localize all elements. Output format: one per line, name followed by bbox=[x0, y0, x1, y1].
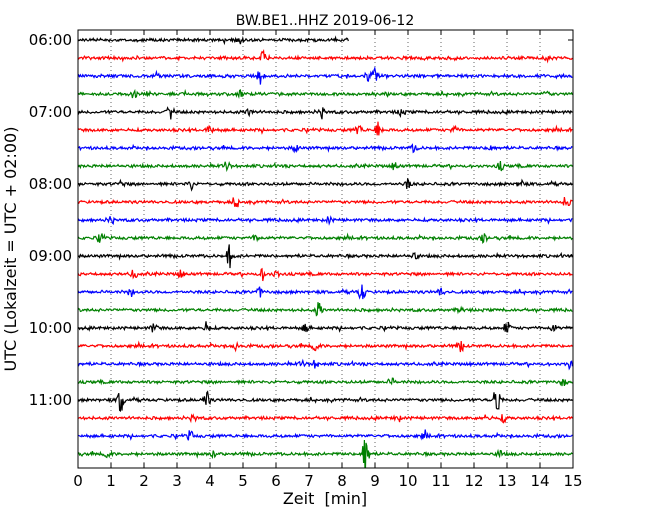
seismic-trace-0630 bbox=[78, 66, 573, 85]
x-tick-label: 14 bbox=[530, 472, 549, 490]
seismic-trace-0900 bbox=[78, 244, 573, 269]
x-tick-label: 6 bbox=[271, 472, 281, 490]
axis-layer: 0 1 2 3 4 5 6 7 8 9 10 11 12 13 14 1506:0007:0008:0009:… bbox=[29, 30, 583, 490]
y-axis-label: UTC (Lokalzeit = UTC + 02:00) bbox=[1, 127, 20, 372]
x-axis-label: Zeit [min] bbox=[283, 489, 367, 508]
seismic-trace-1000 bbox=[78, 321, 573, 333]
seismic-trace-0645 bbox=[78, 88, 573, 99]
x-tick-label: 13 bbox=[497, 472, 516, 490]
seismic-trace-1030 bbox=[78, 358, 573, 371]
seismic-trace-0715 bbox=[78, 121, 573, 136]
seismic-trace-0745 bbox=[78, 160, 573, 173]
seismic-trace-0615 bbox=[78, 48, 573, 64]
y-tick-label: 10:00 bbox=[29, 319, 72, 337]
seismic-trace-0830 bbox=[78, 215, 573, 226]
x-tick-label: 9 bbox=[370, 472, 380, 490]
seismic-trace-0600 bbox=[78, 35, 349, 46]
seismic-trace-0700 bbox=[78, 106, 573, 120]
seismic-trace-1145 bbox=[78, 439, 573, 468]
y-tick-label: 08:00 bbox=[29, 175, 72, 193]
x-tick-label: 10 bbox=[398, 472, 417, 490]
y-tick-label: 06:00 bbox=[29, 31, 72, 49]
x-tick-label: 11 bbox=[431, 472, 450, 490]
chart-title: BW.BE1..HHZ 2019-06-12 bbox=[236, 13, 415, 29]
y-tick-label: 11:00 bbox=[29, 391, 72, 409]
x-tick-label: 4 bbox=[205, 472, 215, 490]
seismic-trace-0730 bbox=[78, 143, 573, 154]
seismic-trace-1045 bbox=[78, 377, 573, 387]
seismic-trace-1130 bbox=[78, 429, 573, 441]
seismic-trace-0945 bbox=[78, 302, 573, 317]
seismic-trace-0915 bbox=[78, 267, 573, 282]
seismic-trace-0930 bbox=[78, 284, 573, 300]
seismic-trace-0800 bbox=[78, 177, 573, 192]
x-tick-label: 12 bbox=[464, 472, 483, 490]
seismic-trace-0845 bbox=[78, 232, 573, 245]
x-tick-label: 2 bbox=[139, 472, 149, 490]
x-tick-label: 8 bbox=[337, 472, 347, 490]
trace-layer bbox=[78, 35, 573, 468]
x-tick-label: 1 bbox=[106, 472, 116, 490]
seismic-trace-1115 bbox=[78, 413, 573, 424]
plot-frame bbox=[77, 29, 574, 469]
seismic-trace-0815 bbox=[78, 197, 573, 208]
x-tick-label: 5 bbox=[238, 472, 248, 490]
y-tick-label: 07:00 bbox=[29, 103, 72, 121]
x-tick-label: 7 bbox=[304, 472, 314, 490]
y-tick-label: 09:00 bbox=[29, 247, 72, 265]
seismic-trace-1015 bbox=[78, 340, 573, 353]
x-tick-label: 0 bbox=[73, 472, 83, 490]
x-tick-label: 15 bbox=[563, 472, 582, 490]
x-tick-label: 3 bbox=[172, 472, 182, 490]
seismic-trace-1100 bbox=[78, 390, 573, 413]
